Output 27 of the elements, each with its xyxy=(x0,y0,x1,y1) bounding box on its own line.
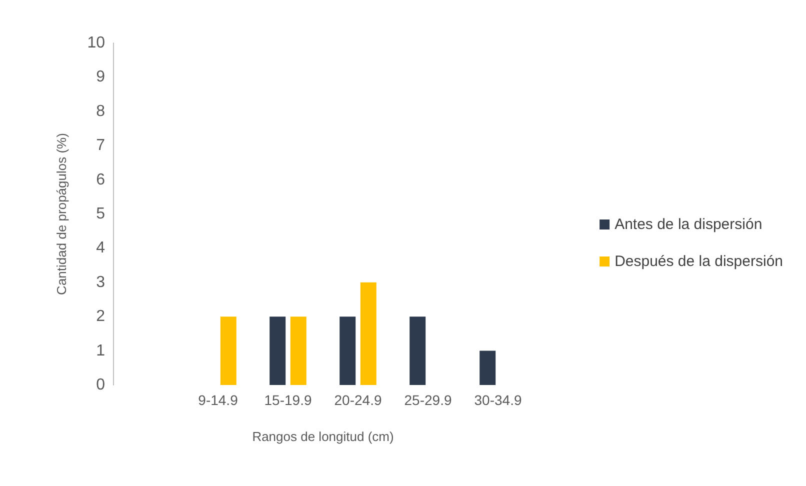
legend-label: Antes de la dispersión xyxy=(614,216,762,233)
y-tick-label: 7 xyxy=(96,137,106,154)
x-tick-label: 20-24.9 xyxy=(334,392,382,408)
bar xyxy=(480,350,496,385)
bar xyxy=(340,316,356,385)
y-tick-label: 10 xyxy=(87,34,106,52)
y-tick-label: 9 xyxy=(96,68,106,86)
legend-label: Después de la dispersión xyxy=(614,253,783,270)
y-tick-label: 8 xyxy=(96,102,106,120)
x-tick-label: 15-19.9 xyxy=(264,392,312,408)
bar xyxy=(290,316,306,385)
y-tick-label: 0 xyxy=(96,376,106,394)
x-tick-label: 25-29.9 xyxy=(404,392,452,408)
y-tick-label: 2 xyxy=(96,308,106,326)
bar xyxy=(360,282,376,385)
y-tick-label: 3 xyxy=(96,274,106,291)
bar xyxy=(270,316,286,385)
bar xyxy=(410,316,426,385)
y-tick-label: 1 xyxy=(96,342,106,360)
y-tick-label: 5 xyxy=(96,206,106,222)
y-tick-label: 4 xyxy=(96,240,106,257)
x-tick-label: 9-14.9 xyxy=(198,392,238,408)
x-tick-label: 30-34.9 xyxy=(474,392,522,408)
x-axis-title: Rangos de longitud (cm) xyxy=(252,429,394,444)
y-axis-title: Cantidad de propágulos (%) xyxy=(54,133,69,295)
bar xyxy=(220,316,236,385)
y-tick-label: 6 xyxy=(96,171,106,188)
